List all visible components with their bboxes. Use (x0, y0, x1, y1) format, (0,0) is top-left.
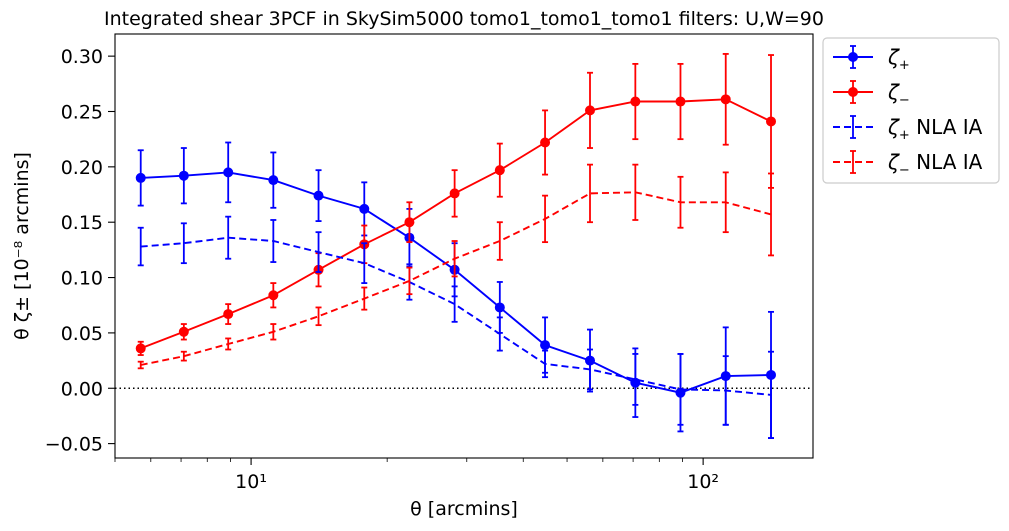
data-point (494, 302, 505, 313)
legend-marker (848, 87, 858, 97)
y-tick-label: 0.05 (61, 323, 103, 345)
series-line (140, 191, 772, 366)
legend-marker (848, 52, 858, 62)
y-tick-label: 0.00 (61, 378, 103, 400)
data-point (135, 343, 146, 354)
data-point (449, 188, 460, 199)
data-point (178, 170, 189, 181)
data-point (630, 96, 641, 107)
data-point (585, 105, 596, 116)
plot-frame (114, 33, 814, 459)
data-point (268, 290, 279, 301)
data-point (223, 309, 234, 320)
legend-label: ζ− (887, 80, 910, 108)
data-point (540, 137, 551, 148)
series-line (140, 98, 772, 350)
series-2 (137, 215, 775, 439)
data-point (313, 190, 324, 201)
y-tick-label: 0.25 (61, 101, 103, 123)
series-3 (137, 163, 775, 370)
series-line (140, 236, 772, 396)
data-point (268, 175, 279, 186)
x-axis-ticks: 10¹ 10² (114, 458, 719, 493)
data-point (359, 203, 370, 214)
y-tick-label: 0.10 (61, 268, 103, 290)
data-point (223, 167, 234, 178)
chart-title: Integrated shear 3PCF in SkySim5000 tomo… (104, 8, 824, 30)
legend-label: ζ− NLA IA (887, 150, 983, 178)
data-point (135, 172, 146, 183)
y-axis-label: θ ζ± [10⁻⁸ arcmins] (11, 152, 33, 340)
legend-label: ζ+ NLA IA (887, 115, 983, 143)
data-point (178, 326, 189, 337)
y-tick-label: −0.05 (45, 434, 103, 456)
y-tick-label: 0.15 (61, 212, 103, 234)
legend-label: ζ+ (887, 45, 910, 73)
legend-box (822, 37, 1000, 184)
x-axis-label: θ [arcmins] (410, 498, 518, 520)
series-line (140, 171, 772, 394)
data-point (675, 96, 686, 107)
plot-area (114, 33, 814, 459)
y-tick-label: 0.20 (61, 157, 103, 179)
data-point (404, 217, 415, 228)
series-1 (135, 53, 777, 356)
y-axis-ticks: −0.05 0.00 0.05 0.10 0.15 0.20 0.25 0.30 (45, 46, 115, 456)
data-point (494, 165, 505, 176)
x-tick-label: 10² (687, 471, 719, 493)
legend: ζ+ ζ− ζ+ NLA IA ζ− NLA IA (822, 37, 1000, 184)
data-point (766, 116, 777, 127)
y-tick-label: 0.30 (61, 46, 103, 68)
data-point (720, 94, 731, 105)
series-group (135, 53, 777, 439)
x-tick-label: 10¹ (235, 471, 267, 493)
data-point (540, 340, 551, 351)
